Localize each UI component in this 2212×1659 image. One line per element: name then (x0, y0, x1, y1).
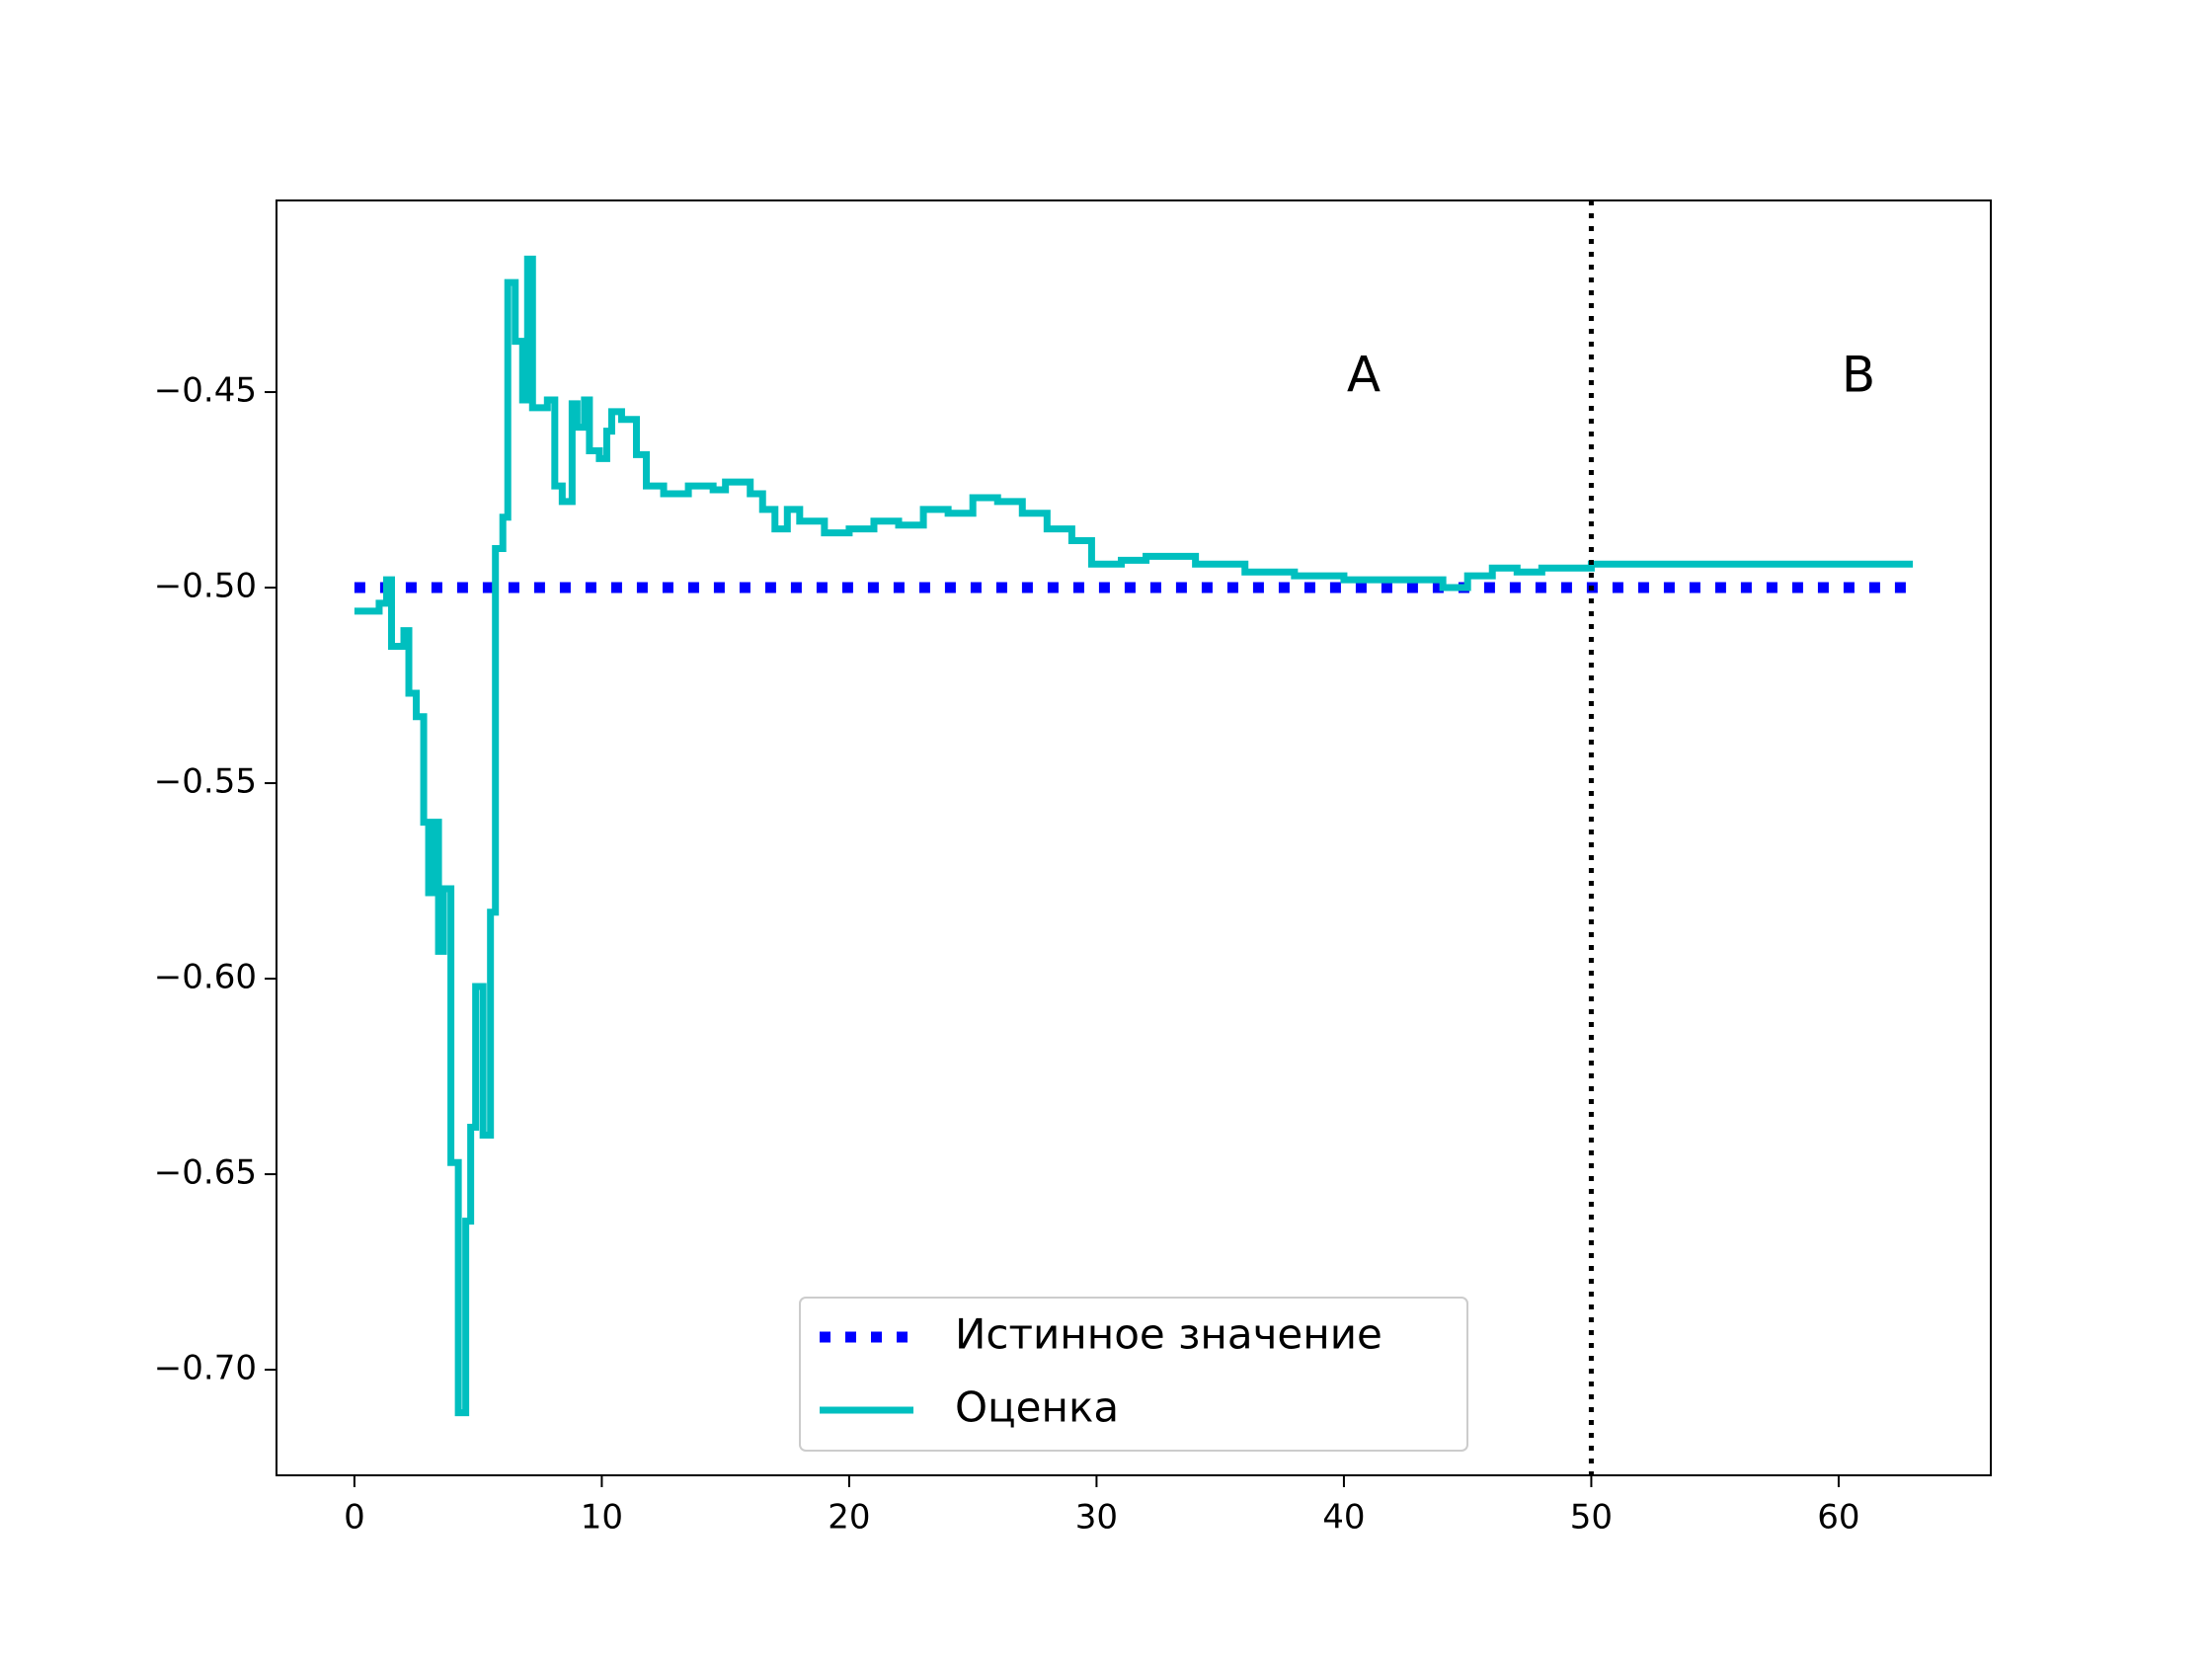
legend-label: Истинное значение (955, 1310, 1382, 1359)
series-line (354, 255, 1914, 1417)
annotation: A (1347, 347, 1381, 404)
y-tick-label: −0.45 (154, 371, 257, 411)
x-tick-label: 50 (1570, 1498, 1613, 1538)
y-tick-label: −0.65 (154, 1153, 257, 1193)
x-tick-label: 30 (1075, 1498, 1118, 1538)
y-tick-label: −0.55 (154, 762, 257, 802)
x-tick-label: 0 (344, 1498, 365, 1538)
x-tick-label: 10 (581, 1498, 623, 1538)
legend-box (799, 1297, 1468, 1452)
x-tick-label: 20 (828, 1498, 870, 1538)
x-tick-label: 60 (1817, 1498, 1859, 1538)
y-tick-label: −0.70 (154, 1349, 257, 1388)
annotation: B (1842, 347, 1875, 404)
y-tick-label: −0.50 (154, 567, 257, 606)
plot-frame (276, 199, 1992, 1476)
x-tick-label: 40 (1322, 1498, 1365, 1538)
y-tick-label: −0.60 (154, 958, 257, 997)
legend-label: Оценка (955, 1383, 1119, 1432)
